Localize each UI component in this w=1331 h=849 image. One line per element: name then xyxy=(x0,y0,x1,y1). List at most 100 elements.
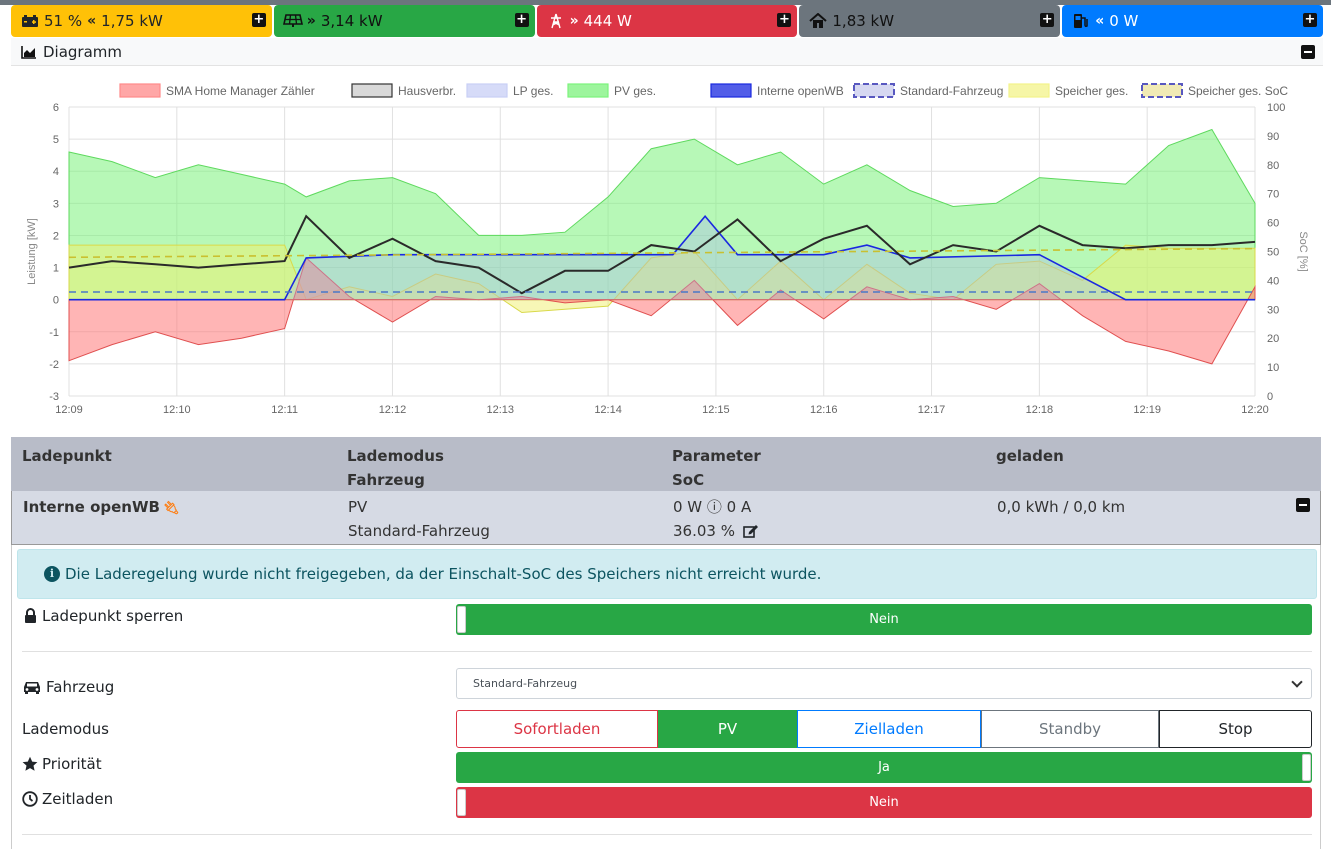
x-tick-label: 12:17 xyxy=(918,404,946,416)
series-line-hausverbr xyxy=(68,214,1256,295)
y2-tick-label: 10 xyxy=(1267,362,1279,374)
expand-pv-button[interactable]: + xyxy=(514,12,529,27)
chargepoint-tile[interactable]: « 0 W + xyxy=(1062,5,1323,37)
mode-vehicle-cell: PV Standard-Fahrzeug xyxy=(348,495,490,543)
battery-tile[interactable]: 51 % « 1,75 kW + xyxy=(11,5,272,37)
series-line-interne-openwb xyxy=(69,214,1255,301)
collapse-chargepoint-button[interactable] xyxy=(1296,498,1310,512)
pv-power: 3,14 kW xyxy=(320,12,383,30)
mode-button-group: Sofortladen PV Zielladen Standby Stop xyxy=(456,710,1312,748)
pv-tile[interactable]: » 3,14 kW + xyxy=(273,5,535,37)
x-tick-label: 12:11 xyxy=(271,404,298,416)
legend-swatch xyxy=(710,83,752,98)
x-tick-label: 12:15 xyxy=(702,404,730,416)
mode-stop-button[interactable]: Stop xyxy=(1159,710,1312,748)
legend-label: Hausverbr. xyxy=(398,84,456,98)
car-icon xyxy=(22,679,42,695)
legend-swatch xyxy=(1008,83,1050,98)
plug-icon: 🔌︎ xyxy=(162,501,180,516)
y2-tick-label: 50 xyxy=(1267,247,1279,259)
info-alert: i Die Laderegelung wurde nicht freigegeb… xyxy=(17,549,1317,599)
lock-row: Ladepunkt sperren xyxy=(22,607,183,625)
grid-tile[interactable]: » 444 W + xyxy=(536,5,798,37)
legend-label: SMA Home Manager Zähler xyxy=(166,84,315,98)
mode-standby-button[interactable]: Standby xyxy=(981,710,1159,748)
legend-label: Standard-Fahrzeug xyxy=(900,84,1003,98)
mode-sofortladen-button[interactable]: Sofortladen xyxy=(456,710,658,748)
y2-tick-label: 100 xyxy=(1267,102,1285,114)
vehicle-select[interactable]: Standard-Fahrzeug xyxy=(456,668,1312,699)
header-soc: SoC xyxy=(672,471,705,489)
diagram-title: Diagramm xyxy=(43,42,123,61)
status-tiles: 51 % « 1,75 kW + » 3,14 kW + » 444 W + 1… xyxy=(11,5,1323,37)
lock-toggle[interactable]: Nein xyxy=(456,604,1312,635)
x-tick-label: 12:14 xyxy=(594,404,622,416)
legend-label: Speicher ges. SoC xyxy=(1188,84,1288,98)
mode-zielladen-button[interactable]: Zielladen xyxy=(797,710,981,748)
y-tick-label: -2 xyxy=(49,359,59,371)
timed-label: Zeitladen xyxy=(42,790,114,808)
battery-power: 1,75 kW xyxy=(101,12,163,30)
y-tick-label: 5 xyxy=(53,134,59,146)
x-tick-label: 12:12 xyxy=(379,404,407,416)
legend-label: PV ges. xyxy=(614,84,656,98)
header-lademodus: Lademodus xyxy=(347,447,444,465)
series-line-speicher-soc xyxy=(68,247,1256,259)
charging-station-icon xyxy=(1070,13,1092,29)
mode-label: Lademodus xyxy=(22,720,109,738)
collapse-diagram-button[interactable] xyxy=(1301,45,1315,59)
y-tick-label: 1 xyxy=(53,263,59,275)
y-tick-label: -3 xyxy=(49,391,59,403)
timed-toggle[interactable]: Nein xyxy=(456,787,1312,818)
chargepoint-table: Ladepunkt Lademodus Fahrzeug Parameter S… xyxy=(11,437,1321,545)
y-tick-label: 3 xyxy=(53,198,59,210)
legend-label: LP ges. xyxy=(513,84,553,98)
legend-swatch xyxy=(1141,83,1183,98)
expand-grid-button[interactable]: + xyxy=(777,12,792,27)
expand-battery-button[interactable]: + xyxy=(251,12,266,27)
battery-icon xyxy=(19,14,41,28)
grid-power: 444 W xyxy=(583,12,632,30)
header-lademodus-fahrzeug: Lademodus Fahrzeug xyxy=(347,444,444,492)
row-soc: 36.03 % xyxy=(673,522,735,540)
import-arrow-icon: » xyxy=(569,13,579,29)
legend-swatch xyxy=(466,83,508,98)
y-tick-label: 2 xyxy=(53,230,59,242)
y2-tick-label: 40 xyxy=(1267,275,1279,287)
chargepoint-name: Interne openWB xyxy=(23,498,160,516)
table-row[interactable]: Interne openWB 🔌︎ PV Standard-Fahrzeug 0 … xyxy=(11,491,1321,545)
clock-icon xyxy=(22,791,38,807)
legend-swatch xyxy=(567,83,609,98)
edit-icon[interactable] xyxy=(742,524,759,538)
expand-house-button[interactable]: + xyxy=(1040,12,1055,27)
house-power: 1,83 kW xyxy=(832,12,895,30)
discharge-arrow-icon: « xyxy=(87,13,97,29)
chargepoint-detail: i Die Laderegelung wurde nicht freigegeb… xyxy=(11,545,1321,849)
y2-axis-label: SoC [%] xyxy=(1297,231,1309,271)
priority-toggle[interactable]: Ja xyxy=(456,752,1312,783)
chevron-down-icon xyxy=(1291,676,1303,688)
chargepoint-name-cell: Interne openWB 🔌︎ xyxy=(23,495,179,521)
legend-swatch xyxy=(119,83,161,98)
header-parameter: Parameter xyxy=(672,447,761,465)
vehicle-row: Fahrzeug xyxy=(22,678,114,696)
y2-tick-label: 0 xyxy=(1267,391,1273,403)
header-parameter-soc: Parameter SoC xyxy=(672,444,761,492)
expand-chargepoint-button[interactable]: + xyxy=(1302,12,1317,27)
y2-tick-label: 70 xyxy=(1267,189,1279,201)
timed-value: Nein xyxy=(869,795,899,810)
y2-tick-label: 80 xyxy=(1267,160,1279,172)
y-tick-label: -1 xyxy=(49,327,59,339)
divider xyxy=(22,834,1312,835)
mode-pv-button[interactable]: PV xyxy=(658,710,797,748)
x-tick-label: 12:09 xyxy=(55,404,83,416)
series-area-lp xyxy=(69,216,1255,300)
diagram-header[interactable]: Diagramm xyxy=(11,38,1323,66)
power-pylon-icon xyxy=(545,13,567,29)
x-tick-label: 12:16 xyxy=(810,404,838,416)
x-tick-label: 12:20 xyxy=(1241,404,1269,416)
house-tile[interactable]: 1,83 kW + xyxy=(799,5,1061,37)
priority-value: Ja xyxy=(878,760,890,775)
y2-tick-label: 90 xyxy=(1267,131,1279,143)
table-header: Ladepunkt Lademodus Fahrzeug Parameter S… xyxy=(11,437,1321,491)
